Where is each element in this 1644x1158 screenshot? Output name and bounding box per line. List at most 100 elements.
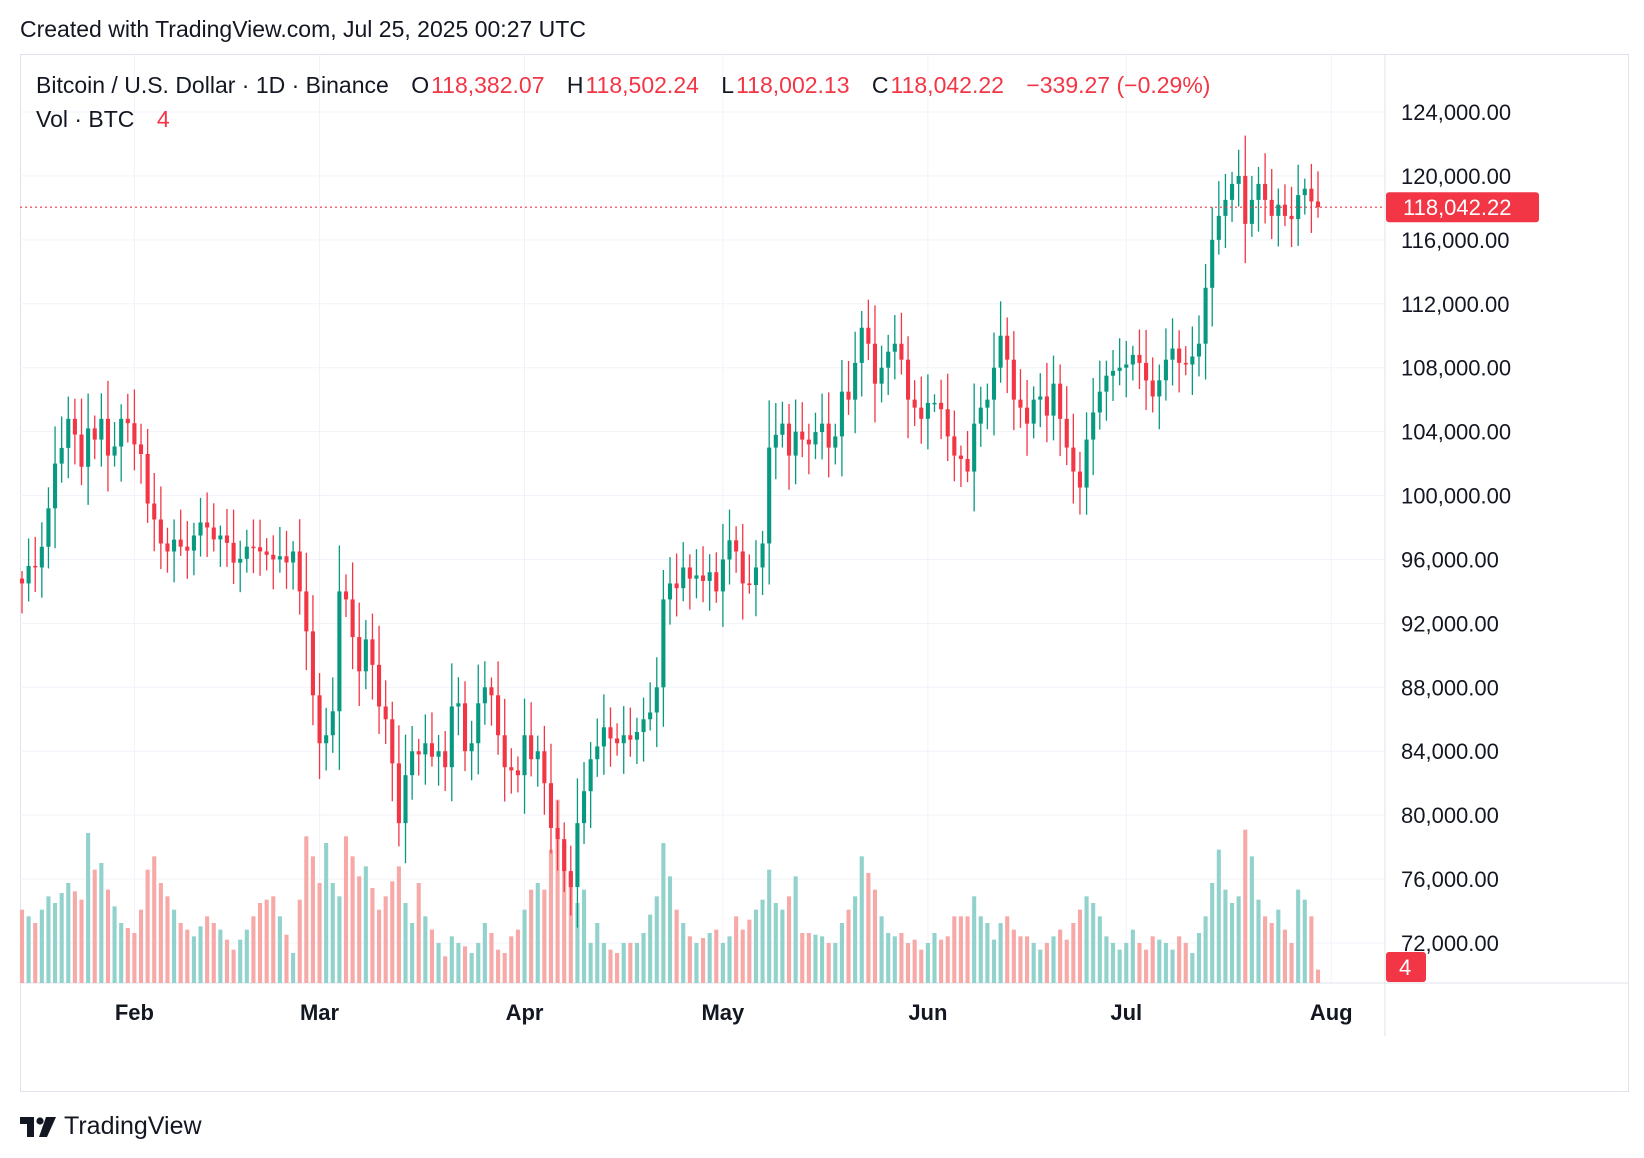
candle-body <box>1170 348 1175 360</box>
symbol-title[interactable]: Bitcoin / U.S. Dollar · 1D · Binance <box>36 72 389 98</box>
volume-bar <box>429 929 435 983</box>
candle-body <box>1005 335 1010 360</box>
candle-body <box>291 551 296 563</box>
volume-bar <box>416 883 421 983</box>
close-value: 118,042.22 <box>890 72 1004 98</box>
volume-bar <box>555 799 560 983</box>
candle-body <box>1084 439 1089 488</box>
volume-bar <box>244 929 249 983</box>
candle-body <box>1157 380 1162 397</box>
volume-bar <box>1243 829 1248 983</box>
volume-bar <box>853 896 858 983</box>
volume-bar <box>820 936 825 983</box>
candle-body <box>185 546 190 551</box>
volume-bar <box>1117 949 1122 983</box>
candle-body <box>886 351 891 368</box>
volume-bar <box>330 883 335 983</box>
candle-body <box>1104 375 1109 392</box>
volume-bar <box>1236 896 1241 983</box>
candle-body <box>476 703 481 744</box>
candle-body <box>1282 204 1287 216</box>
candle-body <box>53 463 58 509</box>
candle-body <box>674 583 679 589</box>
candle-body <box>119 418 124 447</box>
volume-bar <box>1051 936 1056 983</box>
volume-bar <box>357 876 362 983</box>
tradingview-logo[interactable]: TradingView <box>20 1112 202 1141</box>
candle-body <box>1236 175 1241 184</box>
x-tick-label: Mar <box>300 1000 340 1025</box>
candle-body <box>634 732 639 740</box>
candle-body <box>588 759 593 792</box>
volume-bar <box>628 943 633 983</box>
volume-bar <box>26 916 31 983</box>
candle-body <box>641 719 646 733</box>
volume-bar <box>529 889 534 983</box>
volume-bar <box>972 896 977 983</box>
candle-body <box>773 434 778 448</box>
candle-body <box>753 567 759 586</box>
candle-body <box>132 423 137 445</box>
volume-bar <box>760 899 765 983</box>
candle-body <box>138 444 144 454</box>
candle-body <box>1110 370 1116 376</box>
volume-bar <box>1137 943 1142 983</box>
candle-body <box>727 540 732 560</box>
candle-body <box>324 735 329 744</box>
volume-bar <box>145 869 150 983</box>
volume-bar <box>786 896 792 983</box>
x-tick-label: Feb <box>115 1000 154 1025</box>
volume-bar <box>581 889 587 983</box>
volume-bar <box>39 909 44 983</box>
volume-bar <box>641 933 646 983</box>
candle-body <box>1203 287 1208 344</box>
volume-bar <box>1025 936 1030 983</box>
volume-bar <box>99 863 104 983</box>
candle-body <box>628 735 633 740</box>
candle-body <box>377 664 382 707</box>
volume-bar <box>1289 943 1294 983</box>
volume-bar <box>734 916 739 983</box>
candle-body <box>509 767 514 771</box>
candle-body <box>383 706 388 720</box>
candle-body <box>820 423 825 433</box>
candle-body <box>363 639 368 672</box>
candle-body <box>1130 354 1135 365</box>
volume-bar <box>615 953 620 983</box>
volume-bar <box>310 856 315 983</box>
candle-body <box>1269 199 1274 216</box>
candle-body <box>343 591 349 600</box>
volume-bar <box>53 903 58 983</box>
volume-bar <box>1005 916 1010 983</box>
candle-body <box>99 418 104 440</box>
candle-body <box>965 458 970 472</box>
candle-body <box>86 428 91 467</box>
candle-body <box>396 763 401 824</box>
candle-body <box>879 367 884 384</box>
candle-body <box>1058 383 1063 419</box>
candle-body <box>1229 183 1235 200</box>
volume-bar <box>1263 916 1268 983</box>
volume-bar <box>1110 943 1116 983</box>
candle-body <box>92 428 97 440</box>
candle-body <box>1038 396 1043 400</box>
volume-bar <box>1091 903 1096 983</box>
volume-bar <box>1210 883 1215 983</box>
chart-frame <box>20 54 1629 1092</box>
volume-label[interactable]: Vol · BTC <box>36 106 135 132</box>
candle-body <box>714 572 719 592</box>
volume-bar <box>410 923 415 983</box>
volume-bar <box>879 916 884 983</box>
volume-bar <box>991 939 997 983</box>
volume-bar <box>661 843 666 983</box>
volume-bar <box>1031 943 1036 983</box>
volume-bar <box>952 916 957 983</box>
candle-body <box>621 735 626 744</box>
volume-bar <box>872 889 878 983</box>
candle-body <box>1183 362 1188 365</box>
volume-bar <box>753 909 759 983</box>
volume-bar <box>985 923 990 983</box>
volume-bar <box>449 936 454 983</box>
candle-body <box>972 423 977 472</box>
